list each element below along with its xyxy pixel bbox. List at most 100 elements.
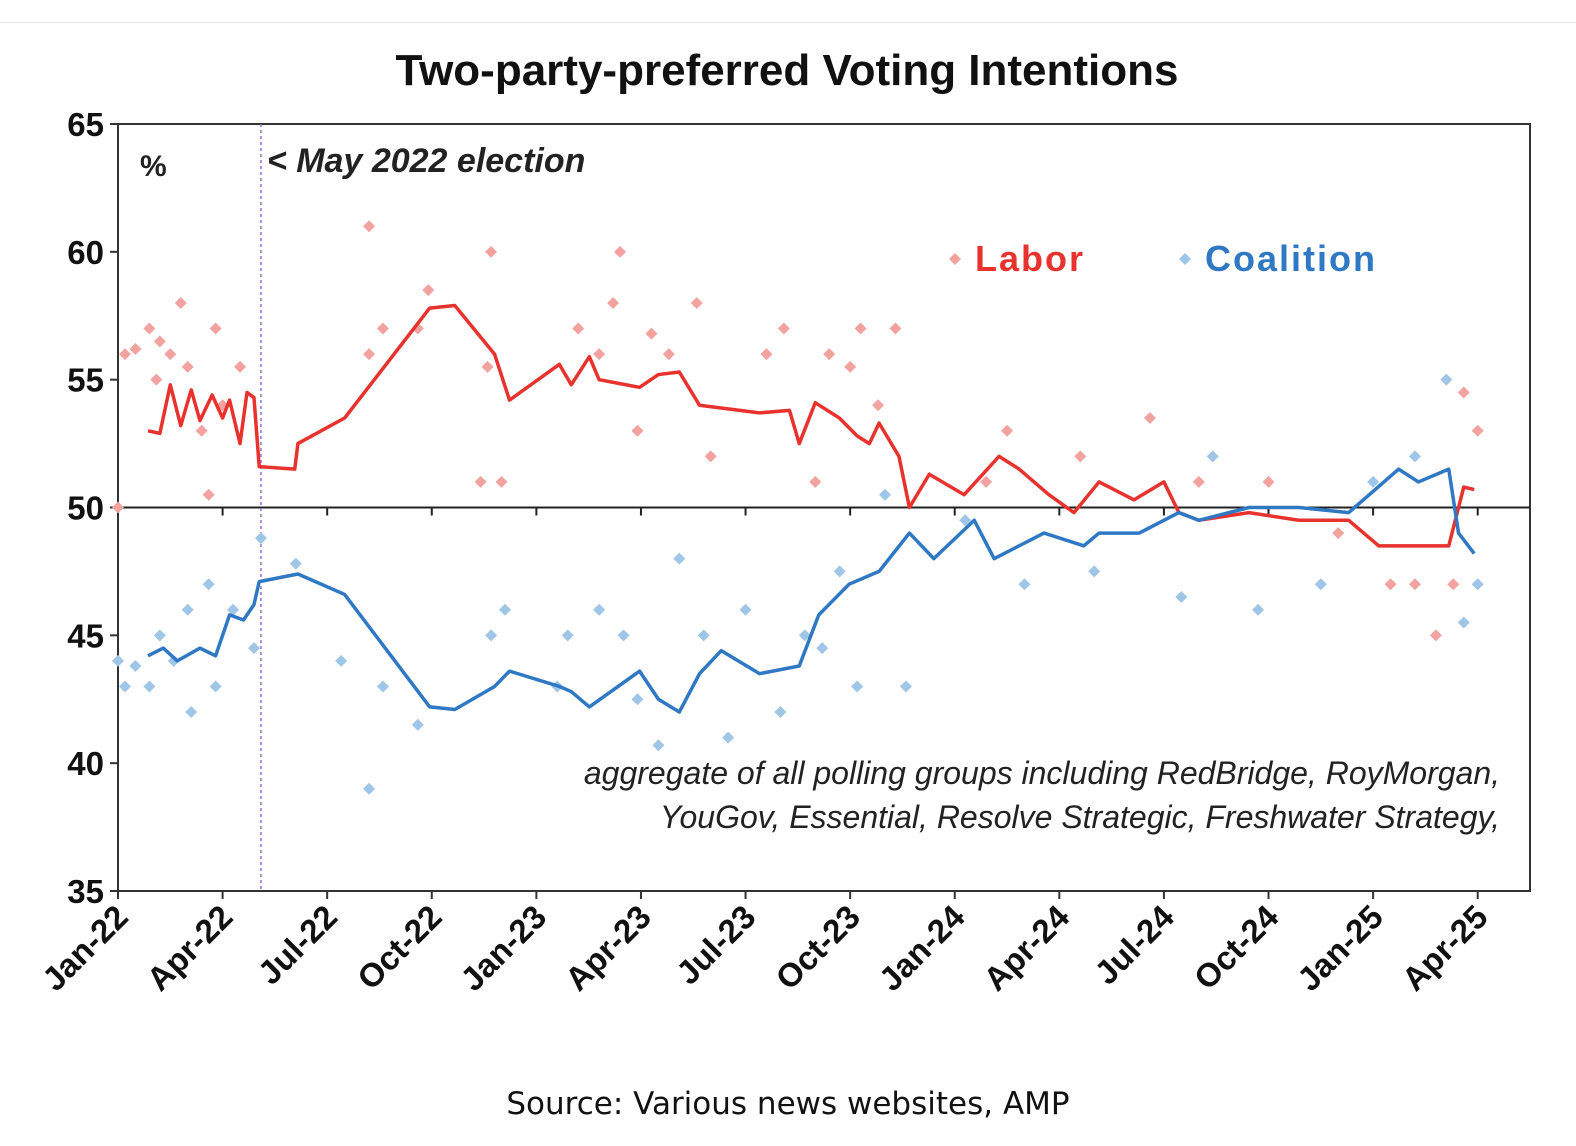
labor-poll-point	[645, 327, 658, 340]
labor-poll-point	[704, 450, 717, 463]
coalition-poll-point	[153, 629, 166, 642]
x-tick-label: Jan-23	[453, 898, 553, 998]
labor-poll-point	[363, 348, 376, 361]
coalition-poll-point	[798, 629, 811, 642]
labor-poll-point	[150, 373, 163, 386]
coalition-poll-point	[1471, 578, 1484, 591]
labor-poll-point	[153, 335, 166, 348]
labor-poll-point	[485, 245, 498, 258]
labor-poll-point	[195, 424, 208, 437]
labor-poll-point	[889, 322, 902, 335]
labor-poll-point	[1332, 527, 1345, 540]
coalition-poll-point	[167, 654, 180, 667]
aggregate-note-line1: aggregate of all polling groups includin…	[584, 755, 1500, 791]
y-tick-label: 65	[67, 106, 104, 143]
labor-poll-point	[422, 284, 435, 297]
legend-coalition-label: Coalition	[1205, 238, 1377, 279]
x-tick-label: Jan-22	[35, 898, 135, 998]
labor-poll-point	[363, 220, 376, 233]
x-tick-label: Apr-23	[558, 898, 658, 998]
election-label: < May 2022 election	[267, 142, 585, 180]
labor-poll-point	[234, 360, 247, 373]
x-tick-label: Jul-24	[1087, 897, 1181, 991]
coalition-poll-point	[959, 514, 972, 527]
coalition-poll-point	[899, 680, 912, 693]
x-tick-label: Apr-25	[1395, 898, 1495, 998]
labor-poll-point	[1429, 629, 1442, 642]
labor-poll-point	[112, 501, 124, 514]
coalition-poll-point	[209, 680, 222, 693]
coalition-poll-point	[617, 629, 630, 642]
coalition-poll-point	[254, 532, 267, 545]
coalition-poll-point	[289, 557, 302, 570]
labor-poll-point	[1471, 424, 1484, 437]
labor-poll-point	[495, 475, 508, 488]
labor-poll-point	[202, 488, 215, 501]
labor-poll-point	[129, 342, 142, 355]
labor-poll-point	[1262, 475, 1275, 488]
coalition-poll-point	[1088, 565, 1101, 578]
labor-poll-point	[631, 424, 644, 437]
x-tick-label: Oct-22	[350, 898, 449, 997]
labor-poll-point	[1143, 412, 1156, 425]
coalition-poll-point	[129, 660, 142, 673]
legend-labor-marker	[949, 253, 961, 265]
coalition-poll-point	[673, 552, 686, 565]
coalition-poll-point	[1206, 450, 1219, 463]
coalition-poll-point	[1252, 603, 1265, 616]
coalition-poll-point	[1018, 578, 1031, 591]
coalition-poll-point	[816, 642, 829, 655]
labor-poll-point	[1384, 578, 1397, 591]
coalition-poll-point	[561, 629, 574, 642]
coalition-poll-point	[181, 603, 194, 616]
y-tick-label: 35	[67, 873, 104, 910]
chart: Two-party-preferred Voting Intentions 35…	[35, 46, 1531, 998]
coalition-poll-point	[118, 680, 131, 693]
y-tick-label: 55	[67, 362, 104, 399]
y-tick-label: 40	[67, 745, 104, 782]
y-tick-label: 60	[67, 234, 104, 271]
labor-poll-point	[1001, 424, 1014, 437]
x-tick-label: Apr-24	[976, 897, 1077, 998]
chart-title: Two-party-preferred Voting Intentions	[395, 46, 1178, 95]
labor-line	[147, 303, 1475, 548]
x-tick-label: Jan-25	[1290, 898, 1390, 998]
coalition-poll-point	[631, 693, 644, 706]
coalition-poll-point	[1457, 616, 1470, 629]
labor-poll-point	[872, 399, 885, 412]
labor-poll-point	[118, 348, 131, 361]
coalition-poll-point	[1367, 475, 1380, 488]
labor-poll-point	[1447, 578, 1460, 591]
labor-poll-point	[1408, 578, 1421, 591]
coalition-poll-point	[697, 629, 710, 642]
coalition-poll-point	[143, 680, 156, 693]
labor-poll-point	[1074, 450, 1087, 463]
coalition-poll-point	[485, 629, 498, 642]
legend-labor-label: Labor	[975, 238, 1085, 279]
labor-poll-point	[209, 322, 222, 335]
source-note: Source: Various news websites, AMP	[506, 1086, 1070, 1122]
labor-poll-point	[181, 360, 194, 373]
labor-poll-point	[777, 322, 790, 335]
coalition-poll-point	[1440, 373, 1453, 386]
coalition-poll-point	[376, 680, 389, 693]
labor-poll-point	[854, 322, 867, 335]
labor-poll-point	[980, 475, 993, 488]
coalition-poll-point	[112, 654, 124, 667]
coalition-poll-point	[247, 642, 260, 655]
x-tick-label: Jan-24	[872, 897, 973, 998]
labor-poll-point	[174, 296, 187, 309]
coalition-poll-point	[833, 565, 846, 578]
aggregate-note-line2: YouGov, Essential, Resolve Strategic, Fr…	[660, 799, 1500, 835]
coalition-poll-point	[652, 739, 665, 752]
labor-poll-point	[662, 348, 675, 361]
labor-poll-point	[614, 245, 627, 258]
coalition-poll-point	[363, 782, 376, 795]
coalition-poll-point	[739, 603, 752, 616]
chart-frame: Two-party-preferred Voting Intentions 35…	[0, 22, 1576, 1053]
coalition-poll-point	[1408, 450, 1421, 463]
coalition-poll-point	[227, 603, 240, 616]
labor-poll-point	[481, 360, 494, 373]
coalition-poll-point	[335, 654, 348, 667]
y-tick-label: 50	[67, 490, 104, 527]
